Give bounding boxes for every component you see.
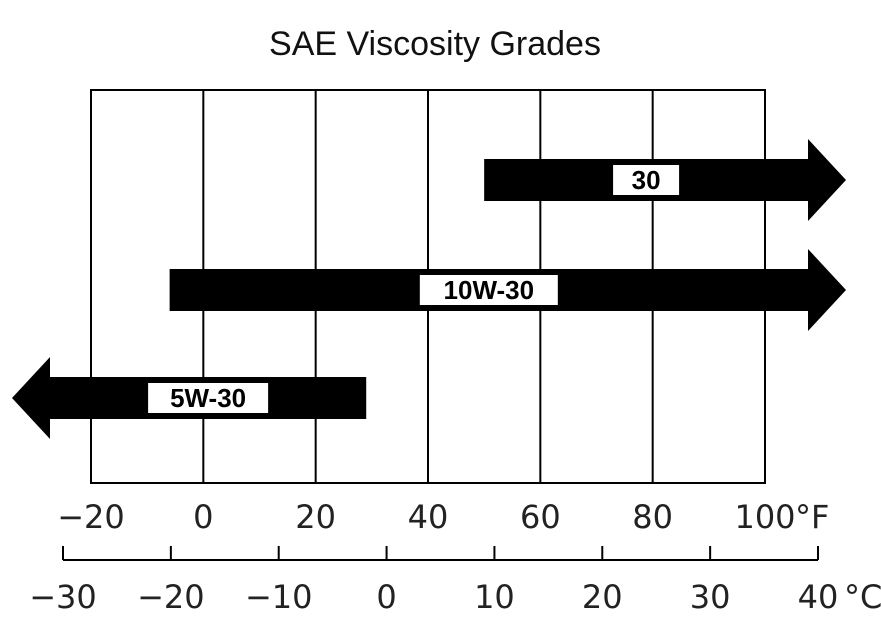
c-tick-label: 20: [582, 578, 623, 616]
celsius-axis: −30 −20 −10 0 10 20 30 40 °C: [29, 546, 881, 616]
fahrenheit-axis: −20 0 20 40 60 80 100 °F: [57, 498, 829, 536]
bar-30: 30: [484, 139, 846, 221]
f-tick-label: 100: [734, 498, 795, 536]
c-tick-label: 10: [474, 578, 515, 616]
chart-title: SAE Viscosity Grades: [269, 25, 601, 63]
bar-label: 10W-30: [444, 275, 535, 305]
bar-label-box: [148, 383, 269, 413]
c-tick-label: 0: [376, 578, 396, 616]
bar-label: 5W-30: [170, 383, 246, 413]
bar-5w-30: 5W-30: [12, 357, 367, 439]
c-tick-label: 30: [690, 578, 731, 616]
bar-label-box: [613, 165, 680, 195]
bar-label-box: [419, 275, 558, 305]
bar-10w-30: 10W-30: [169, 249, 847, 331]
f-tick-label: −20: [57, 498, 125, 536]
c-unit: °C: [844, 578, 881, 616]
f-tick-label: 20: [295, 498, 336, 536]
bars: 30 10W-30 5W-30: [12, 139, 847, 439]
c-tick-label: 40: [798, 578, 839, 616]
f-tick-label: 40: [408, 498, 449, 536]
c-tick-label: −30: [29, 578, 97, 616]
bar-label: 30: [632, 165, 661, 195]
f-tick-label: 0: [193, 498, 213, 536]
c-tick-label: −10: [245, 578, 313, 616]
f-unit: °F: [795, 498, 829, 536]
f-tick-label: 80: [632, 498, 673, 536]
c-tick-label: −20: [137, 578, 205, 616]
f-tick-label: 60: [520, 498, 561, 536]
